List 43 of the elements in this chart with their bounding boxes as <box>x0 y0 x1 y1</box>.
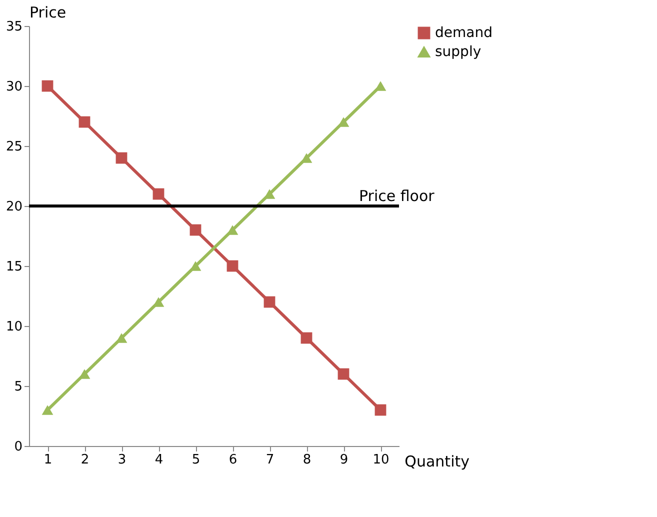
point <box>42 80 54 92</box>
x-tick-label: 2 <box>80 452 90 468</box>
point <box>116 333 128 343</box>
x-tick-label: 9 <box>340 452 348 468</box>
point <box>152 188 164 200</box>
x-axis-title: Quantity <box>404 452 470 470</box>
y-tick-label: 15 <box>6 260 22 274</box>
y-tick-label: 10 <box>6 320 22 334</box>
x-tick-label: 8 <box>302 452 312 468</box>
point <box>152 297 164 307</box>
y-tick-label: 25 <box>6 140 22 154</box>
point <box>42 405 54 415</box>
x-tick-label: 7 <box>266 452 274 468</box>
x-tick-label: 10 <box>372 452 390 468</box>
legend-label: supply <box>435 44 482 60</box>
point <box>78 369 90 379</box>
y-tick-label: 5 <box>14 380 22 394</box>
point <box>338 368 350 380</box>
y-axis-title: Price <box>30 4 66 22</box>
y-tick-label: 20 <box>6 200 22 214</box>
x-tick-label: 6 <box>228 452 238 468</box>
point <box>300 332 312 344</box>
y-tick-label: 0 <box>14 440 22 454</box>
point <box>190 224 202 236</box>
legend-label: demand <box>435 25 492 41</box>
ref-line-label: Price floor <box>359 187 436 205</box>
x-tick-label: 5 <box>192 452 200 468</box>
point <box>190 261 202 271</box>
point <box>264 296 276 308</box>
point <box>374 404 386 416</box>
x-tick-label: 4 <box>154 452 164 468</box>
point <box>338 117 350 127</box>
point <box>300 153 312 163</box>
y-tick-label: 30 <box>6 80 22 94</box>
point <box>226 225 238 235</box>
point <box>78 116 90 128</box>
x-tick-label: 3 <box>118 452 126 468</box>
point <box>374 81 386 91</box>
x-tick-label: 1 <box>44 452 52 468</box>
point <box>264 189 276 199</box>
point <box>226 260 238 272</box>
point <box>116 152 128 164</box>
y-tick-label: 35 <box>6 20 22 34</box>
